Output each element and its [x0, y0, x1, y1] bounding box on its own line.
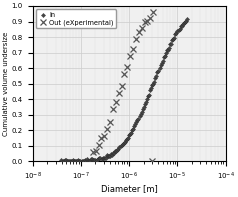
- In: [148, 94, 150, 96]
- Out (eXperimental): [129, 55, 132, 57]
- Out (eXperimental): [132, 48, 134, 50]
- Out (eXperimental): [112, 108, 114, 110]
- In: [182, 21, 185, 24]
- Out (eXperimental): [140, 27, 143, 29]
- Legend: In, Out (eXperimental): In, Out (eXperimental): [36, 9, 116, 29]
- Out (eXperimental): [120, 85, 123, 87]
- Out (eXperimental): [149, 17, 152, 19]
- Out (eXperimental): [146, 20, 149, 22]
- In: [95, 160, 98, 162]
- Out (eXperimental): [137, 31, 140, 33]
- X-axis label: Diameter [m]: Diameter [m]: [101, 185, 157, 193]
- Out (eXperimental): [109, 120, 112, 123]
- Out (eXperimental): [97, 144, 100, 146]
- Out (eXperimental): [143, 21, 146, 23]
- Out (eXperimental): [106, 127, 109, 130]
- Out (eXperimental): [152, 11, 155, 13]
- Out (eXperimental): [117, 92, 120, 95]
- Out (eXperimental): [126, 65, 129, 68]
- In: [88, 159, 90, 162]
- In: [131, 129, 134, 131]
- In: [186, 18, 188, 20]
- In: [60, 159, 63, 162]
- Out (eXperimental): [123, 73, 126, 75]
- Out (eXperimental): [94, 150, 97, 153]
- Y-axis label: Cumulative volume undersize: Cumulative volume undersize: [4, 32, 10, 136]
- Out (eXperimental): [103, 135, 106, 137]
- Out (eXperimental): [91, 151, 94, 153]
- In: [160, 61, 163, 64]
- Line: In: In: [60, 18, 188, 163]
- In: [65, 160, 68, 163]
- Out (eXperimental): [134, 38, 137, 40]
- Line: Out (eXperimental): Out (eXperimental): [90, 9, 156, 155]
- Out (eXperimental): [114, 101, 117, 103]
- Out (eXperimental): [100, 137, 103, 139]
